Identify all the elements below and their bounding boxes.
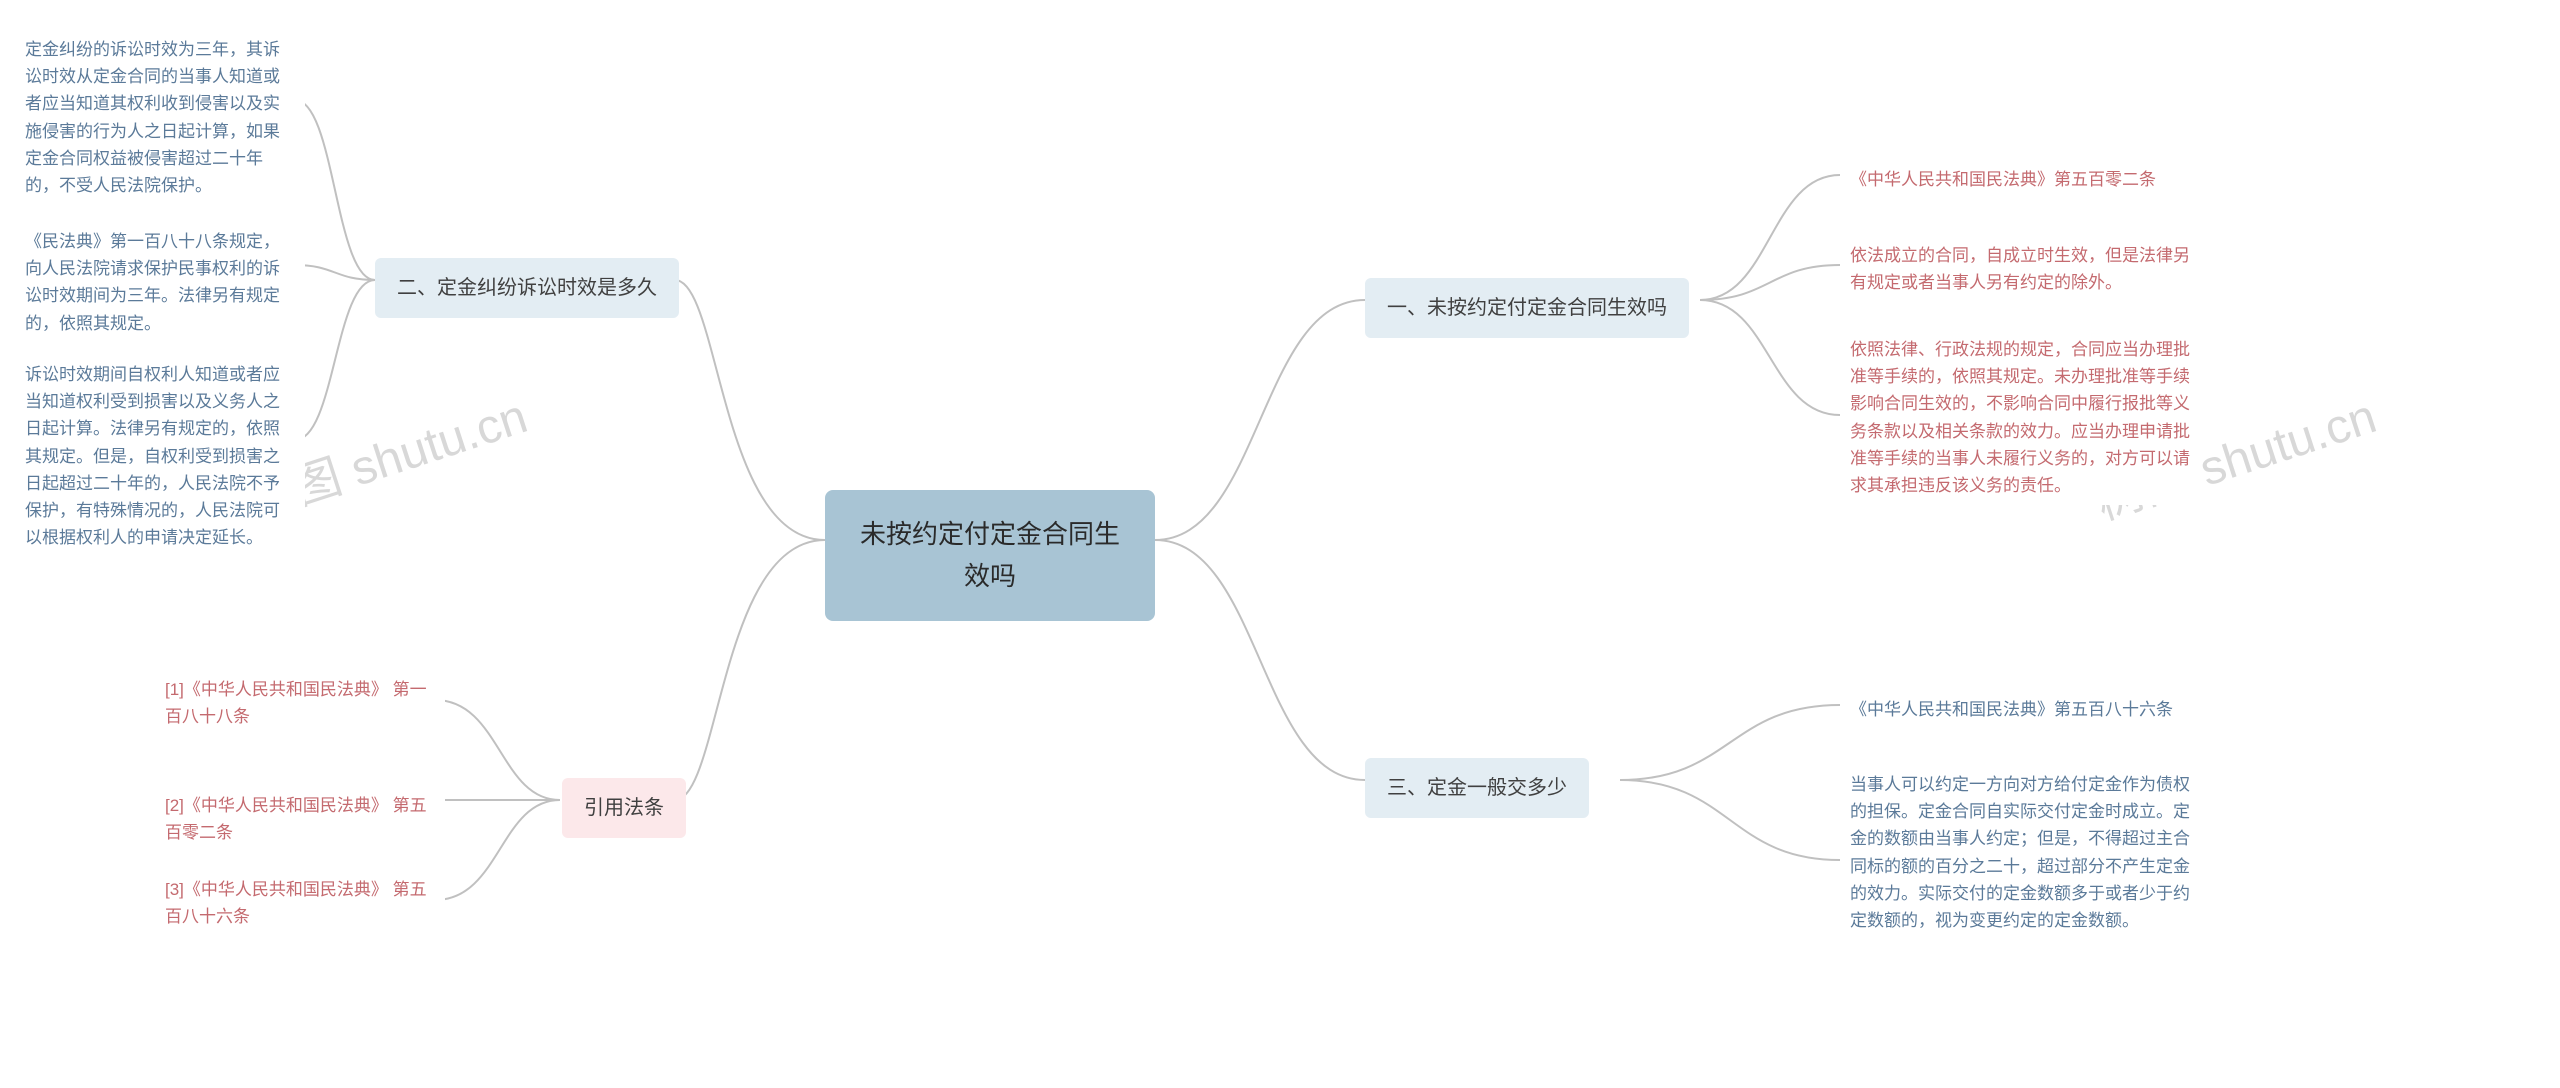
leaf-node: 《中华人民共和国民法典》第五百八十六条 xyxy=(1840,690,2183,729)
leaf-node: 《民法典》第一百八十八条规定，向人民法院请求保护民事权利的诉讼时效期间为三年。法… xyxy=(15,222,305,343)
branch-node-3[interactable]: 三、定金一般交多少 xyxy=(1365,758,1589,818)
leaf-node: 依照法律、行政法规的规定，合同应当办理批准等手续的，依照其规定。未办理批准等手续… xyxy=(1840,330,2200,505)
leaf-node: [1]《中华人民共和国民法典》 第一百八十八条 xyxy=(155,670,445,736)
leaf-node: 定金纠纷的诉讼时效为三年，其诉讼时效从定金合同的当事人知道或者应当知道其权利收到… xyxy=(15,30,305,205)
leaf-node: 诉讼时效期间自权利人知道或者应当知道权利受到损害以及义务人之日起计算。法律另有规… xyxy=(15,355,305,557)
leaf-node: [2]《中华人民共和国民法典》 第五百零二条 xyxy=(155,786,445,852)
branch-node-1[interactable]: 一、未按约定付定金合同生效吗 xyxy=(1365,278,1689,338)
root-node[interactable]: 未按约定付定金合同生效吗 xyxy=(825,490,1155,621)
leaf-node: [3]《中华人民共和国民法典》 第五百八十六条 xyxy=(155,870,445,936)
branch-node-2[interactable]: 二、定金纠纷诉讼时效是多久 xyxy=(375,258,679,318)
leaf-node: 《中华人民共和国民法典》第五百零二条 xyxy=(1840,160,2166,199)
leaf-node: 依法成立的合同，自成立时生效，但是法律另有规定或者当事人另有约定的除外。 xyxy=(1840,236,2200,302)
branch-node-ref[interactable]: 引用法条 xyxy=(562,778,686,838)
leaf-node: 当事人可以约定一方向对方给付定金作为债权的担保。定金合同自实际交付定金时成立。定… xyxy=(1840,765,2200,940)
